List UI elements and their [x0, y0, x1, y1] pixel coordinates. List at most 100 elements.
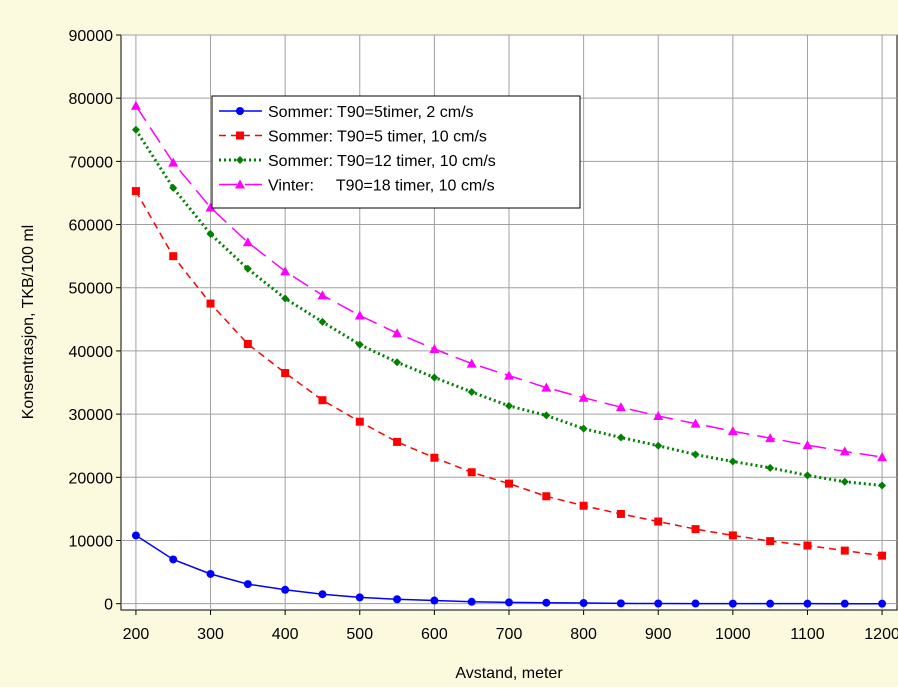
series-4	[130, 100, 888, 462]
series-1	[131, 531, 887, 608]
data-point	[877, 452, 888, 462]
data-point	[205, 202, 216, 212]
data-point	[579, 424, 588, 433]
data-point	[355, 417, 364, 426]
data-point	[393, 595, 402, 604]
data-point	[243, 339, 252, 348]
y-tick-label: 30000	[69, 407, 114, 424]
data-point	[766, 537, 775, 546]
y-tick-label: 70000	[69, 154, 114, 171]
data-point	[803, 471, 812, 480]
x-tick-label: 700	[496, 626, 523, 643]
legend-label: Sommer: T90=5 timer, 10 cm/s	[268, 129, 487, 146]
data-point	[243, 580, 252, 589]
y-tick-label: 90000	[69, 28, 114, 45]
data-point	[765, 433, 776, 443]
y-tick-label: 10000	[69, 533, 114, 550]
data-point	[728, 531, 737, 540]
data-point	[393, 358, 402, 367]
data-point	[131, 125, 140, 134]
data-point	[505, 479, 513, 488]
data-point	[840, 477, 849, 486]
data-point	[392, 328, 403, 338]
legend-item-3: Sommer: T90=12 timer, 10 cm/s	[219, 153, 496, 170]
data-point	[505, 401, 513, 410]
data-point	[690, 418, 701, 428]
data-point	[354, 310, 365, 320]
data-point	[504, 370, 514, 380]
x-tick-label: 400	[272, 626, 299, 643]
series-line	[135, 190, 883, 557]
data-point	[281, 369, 290, 378]
x-tick-label: 500	[346, 626, 373, 643]
data-point	[654, 599, 663, 608]
legend-marker	[236, 107, 244, 115]
data-point	[206, 230, 215, 239]
data-point	[242, 237, 253, 247]
data-point	[541, 382, 552, 392]
data-point	[466, 358, 477, 368]
data-point	[355, 593, 364, 602]
data-point	[878, 481, 887, 490]
data-point	[281, 294, 290, 303]
data-point	[840, 546, 849, 555]
data-point	[467, 388, 476, 397]
data-point	[393, 437, 402, 446]
data-point	[467, 468, 476, 477]
x-tick-label: 900	[645, 626, 672, 643]
data-point	[318, 317, 327, 326]
data-point	[318, 590, 327, 599]
legend-marker	[236, 156, 244, 164]
data-point	[728, 457, 737, 466]
data-point	[802, 440, 813, 450]
x-tick-label: 200	[123, 626, 150, 643]
data-point	[803, 599, 812, 608]
data-point	[206, 299, 215, 308]
data-point	[654, 517, 663, 526]
data-point	[616, 509, 625, 518]
x-tick-label: 1200	[864, 626, 898, 643]
data-point	[430, 596, 439, 605]
legend-item-2: Sommer: T90=5 timer, 10 cm/s	[219, 129, 487, 146]
legend-box	[211, 95, 581, 209]
series-2	[131, 187, 887, 560]
data-point	[430, 453, 439, 462]
x-axis-label: Avstand, meter	[455, 665, 563, 682]
data-point	[206, 569, 215, 578]
data-point	[318, 396, 327, 405]
data-point	[653, 411, 664, 421]
data-point	[654, 441, 663, 450]
data-point	[542, 411, 551, 420]
data-point	[616, 599, 625, 608]
data-point	[430, 373, 439, 382]
data-point	[728, 599, 737, 608]
legend: Sommer: T90=5timer, 2 cm/s Sommer: T90=5 …	[211, 95, 581, 209]
data-point	[839, 446, 850, 456]
data-point	[542, 492, 551, 501]
data-point	[727, 426, 738, 436]
data-point	[131, 531, 140, 540]
data-point	[467, 597, 476, 606]
data-point	[578, 392, 589, 402]
y-tick-label: 80000	[69, 91, 114, 108]
y-tick-label: 40000	[69, 344, 114, 361]
x-tick-label: 1100	[790, 626, 825, 643]
data-point	[280, 266, 291, 276]
data-point	[542, 598, 551, 607]
x-tick-label: 300	[197, 626, 224, 643]
y-tick-label: 0	[104, 597, 113, 614]
data-point	[691, 525, 700, 534]
data-point	[878, 551, 887, 560]
legend-item-4: Vinter: T90=18 timer, 10 cm/s	[219, 178, 495, 195]
data-point	[840, 599, 849, 608]
legend-label: Sommer: T90=12 timer, 10 cm/s	[268, 153, 496, 170]
x-tick-labels: 200 300 400 500 600 700 800 900 1000 1100 1200	[123, 626, 898, 643]
y-axis-label: Konsentrasjon, TKB/100 ml	[20, 225, 37, 419]
y-tick-label: 50000	[69, 281, 114, 298]
data-point	[691, 450, 700, 459]
data-point	[766, 463, 775, 472]
data-point	[691, 599, 700, 608]
legend-item-1: Sommer: T90=5timer, 2 cm/s	[219, 104, 474, 121]
legend-label: Vinter: T90=18 timer, 10 cm/s	[268, 178, 495, 195]
